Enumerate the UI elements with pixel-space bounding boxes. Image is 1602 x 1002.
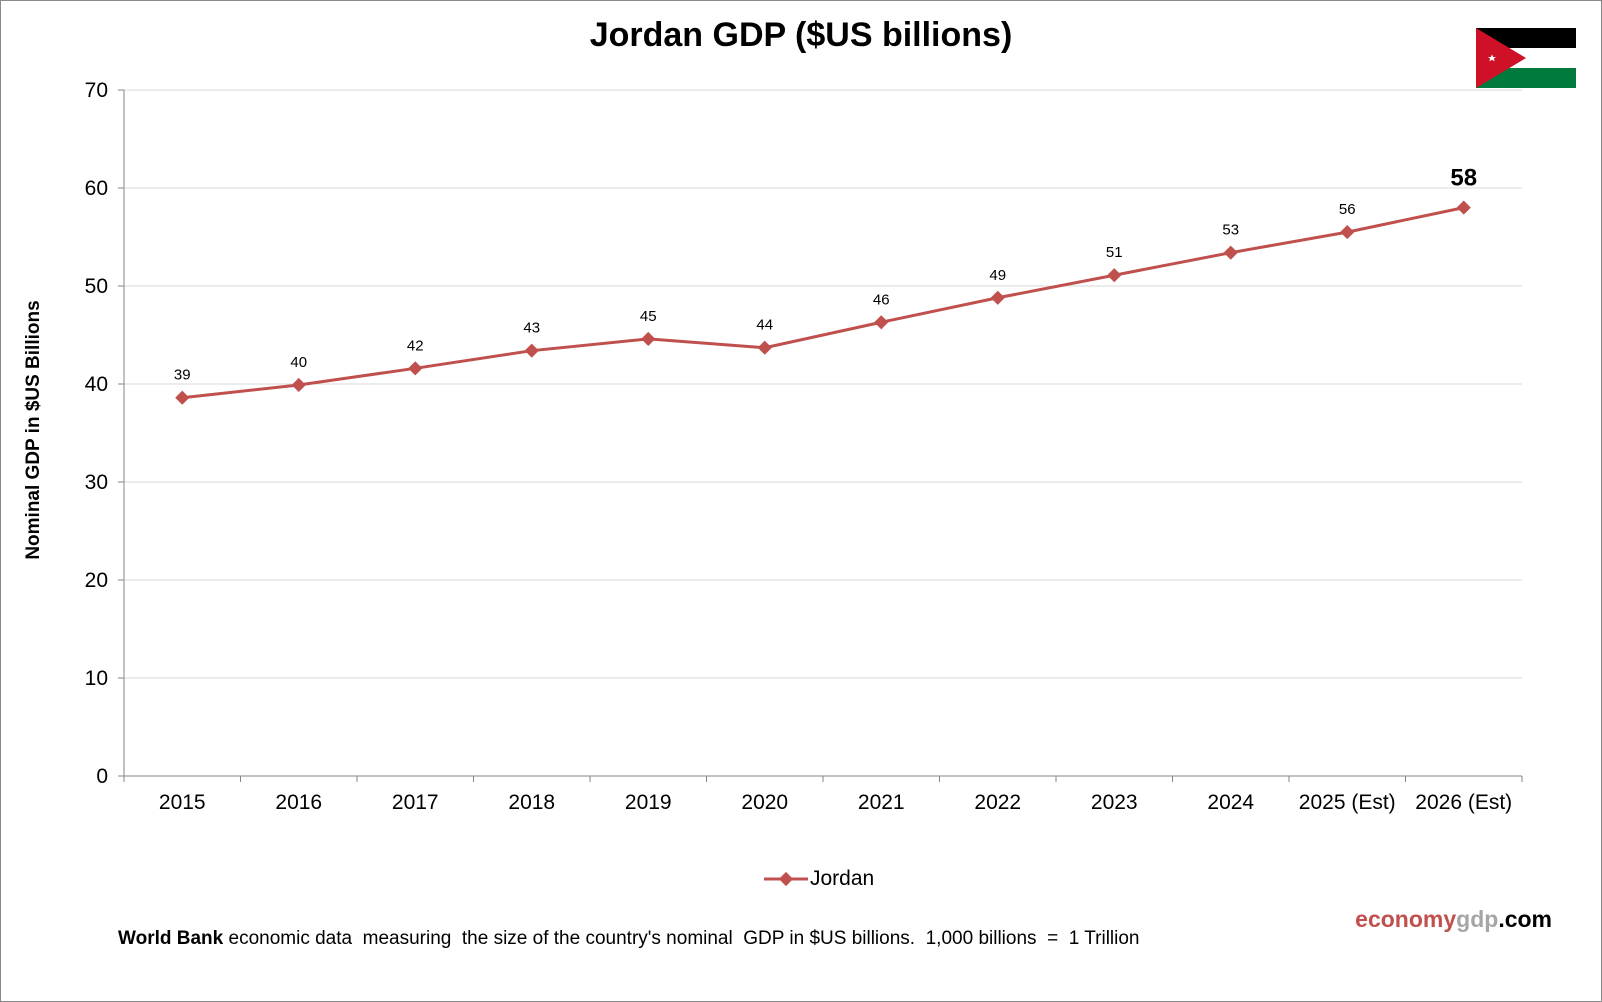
brand-part-gdp: gdp — [1456, 906, 1499, 932]
data-point-9 — [1223, 245, 1238, 260]
footnote: World Bank economic data measuring the s… — [118, 928, 1140, 950]
legend-label-jordan: Jordan — [810, 867, 875, 890]
data-label-10: 56 — [1339, 201, 1356, 218]
axis-layer: 0 10 20 30 40 50 60 70 2015 2016 2017 2018 2019 2020 2… — [85, 79, 1523, 814]
label-layer: 39 40 42 43 45 44 46 49 51 53 56 58 — [174, 165, 1477, 384]
legend: Jordan — [764, 866, 874, 892]
y-tick-label-70: 70 — [85, 79, 108, 102]
x-tick-label-4: 2019 — [625, 791, 672, 814]
data-point-3 — [524, 343, 539, 358]
data-point-1 — [291, 377, 306, 393]
grid-layer — [124, 89, 1522, 679]
y-axis-label: Nominal GDP in $US Billions — [23, 300, 44, 560]
jordan-flag-icon — [1476, 28, 1576, 88]
data-point-4 — [641, 331, 656, 346]
data-point-2 — [408, 361, 423, 376]
y-tick-label-0: 0 — [96, 765, 108, 788]
data-label-8: 51 — [1106, 244, 1123, 261]
data-point-8 — [1107, 268, 1122, 283]
x-tick-label-0: 2015 — [159, 791, 206, 814]
chart-title: Jordan GDP ($US billions) — [589, 16, 1013, 54]
x-tick-label-6: 2021 — [858, 791, 905, 814]
y-tick-label-60: 60 — [85, 177, 108, 200]
data-point-11 — [1456, 200, 1471, 215]
data-label-9: 53 — [1222, 222, 1239, 239]
data-label-2: 42 — [407, 337, 424, 354]
y-tick-label-30: 30 — [85, 471, 108, 494]
x-tick-label-3: 2018 — [508, 791, 555, 814]
data-label-1: 40 — [290, 354, 307, 371]
x-tick-label-10: 2025 (Est) — [1299, 791, 1396, 814]
data-point-7 — [990, 290, 1005, 305]
x-tick-label-5: 2020 — [741, 791, 788, 814]
x-tick-label-7: 2022 — [974, 791, 1021, 814]
data-point-6 — [874, 315, 889, 330]
series-layer — [175, 200, 1471, 405]
x-tick-label-1: 2016 — [275, 791, 322, 814]
x-tick-label-2: 2017 — [392, 791, 439, 814]
data-label-4: 45 — [640, 308, 657, 325]
y-tick-label-50: 50 — [85, 275, 108, 298]
data-point-10 — [1340, 225, 1355, 240]
data-label-5: 44 — [756, 317, 773, 334]
data-label-3: 43 — [523, 320, 540, 337]
y-tick-label-40: 40 — [85, 373, 108, 396]
y-tick-label-20: 20 — [85, 569, 108, 592]
footnote-source: World Bank — [118, 928, 224, 949]
series-line-jordan — [182, 206, 1465, 400]
x-tick-label-8: 2023 — [1091, 791, 1138, 814]
data-point-0 — [175, 390, 190, 405]
data-label-0: 39 — [174, 367, 191, 384]
data-label-11: 58 — [1450, 165, 1477, 192]
x-tick-label-9: 2024 — [1207, 791, 1254, 814]
brand-logo: economygdp.com — [1355, 906, 1552, 933]
y-tick-label-10: 10 — [85, 667, 108, 690]
brand-part-economy: economy — [1355, 906, 1457, 932]
x-tick-label-11: 2026 (Est) — [1415, 791, 1512, 814]
data-point-5 — [757, 340, 772, 355]
footnote-text: economic data measuring the size of the … — [223, 928, 1140, 949]
data-label-7: 49 — [989, 267, 1006, 284]
brand-part-com: .com — [1498, 906, 1552, 932]
data-label-6: 46 — [873, 291, 890, 308]
legend-swatch-jordan — [764, 871, 808, 887]
